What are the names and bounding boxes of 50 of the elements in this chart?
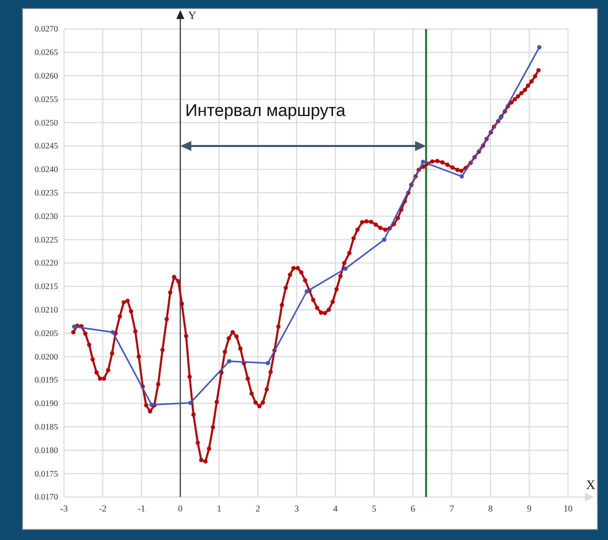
x-tick-label: -3 [60,503,68,514]
annotation: Интервал маршрута [185,101,346,120]
y-tick-label: 0.0210 [34,304,58,315]
y-tick-label: 0.0260 [34,70,58,81]
point [420,160,426,164]
point [343,266,348,271]
x-tick-label: 3 [294,503,300,514]
y-tick-label: 0.0215 [34,281,58,292]
y-tick-label: 0.0245 [34,140,58,151]
x-tick-label: 7 [449,503,454,514]
y-tick-label: 0.0225 [34,234,58,244]
point [150,402,154,407]
point [110,330,115,334]
x-tick-label: -1 [138,503,146,514]
x-axis-title: X [586,477,596,492]
x-tick-label: 9 [526,503,532,514]
y-tick-label: 0.0180 [34,444,58,455]
y-tick-label: 0.0230 [34,210,58,221]
y-tick-label: 0.0185 [34,422,58,432]
x-tick-label: 5 [372,503,377,514]
point [382,237,386,242]
y-tick-label: 0.0190 [34,398,58,408]
point [537,45,542,50]
point [304,289,309,294]
y-tick-label: 0.0220 [34,258,58,268]
x-tick-label: 6 [410,503,416,514]
x-tick-label: 0 [178,503,184,514]
y-tick-label: 0.0265 [34,47,58,58]
point [227,359,232,364]
y-tick-label: 0.0195 [34,374,58,385]
y-tick-label: 0.0255 [34,94,58,104]
x-tick-label: 8 [488,503,494,514]
x-tick-label: 4 [333,503,338,514]
y-tick-label: 0.0170 [34,492,58,502]
x-tick-label: 10 [564,503,573,514]
x-tick-label: 2 [256,503,260,514]
point [188,400,192,406]
y-tick-label: 0.0240 [34,164,58,174]
y-axis-title: Y [188,10,196,22]
y-tick-label: 0.0250 [34,117,58,128]
x-tick-label: -2 [99,503,107,514]
x-tick-label: 1 [216,503,222,514]
point [266,361,270,366]
y-tick-label: 0.0205 [34,328,58,338]
y-tick-label: 0.0200 [34,351,58,362]
point [460,174,464,179]
y-tick-label: 0.0235 [34,188,58,198]
y-tick-label: 0.0175 [34,468,58,478]
y-tick-label: 0.0270 [34,24,58,34]
point [72,324,76,329]
